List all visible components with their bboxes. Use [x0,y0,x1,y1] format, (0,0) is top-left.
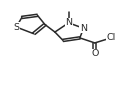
Text: N: N [80,24,87,33]
Text: O: O [91,49,98,58]
Text: S: S [13,23,19,32]
Text: N: N [65,18,72,27]
Text: Cl: Cl [106,33,116,42]
